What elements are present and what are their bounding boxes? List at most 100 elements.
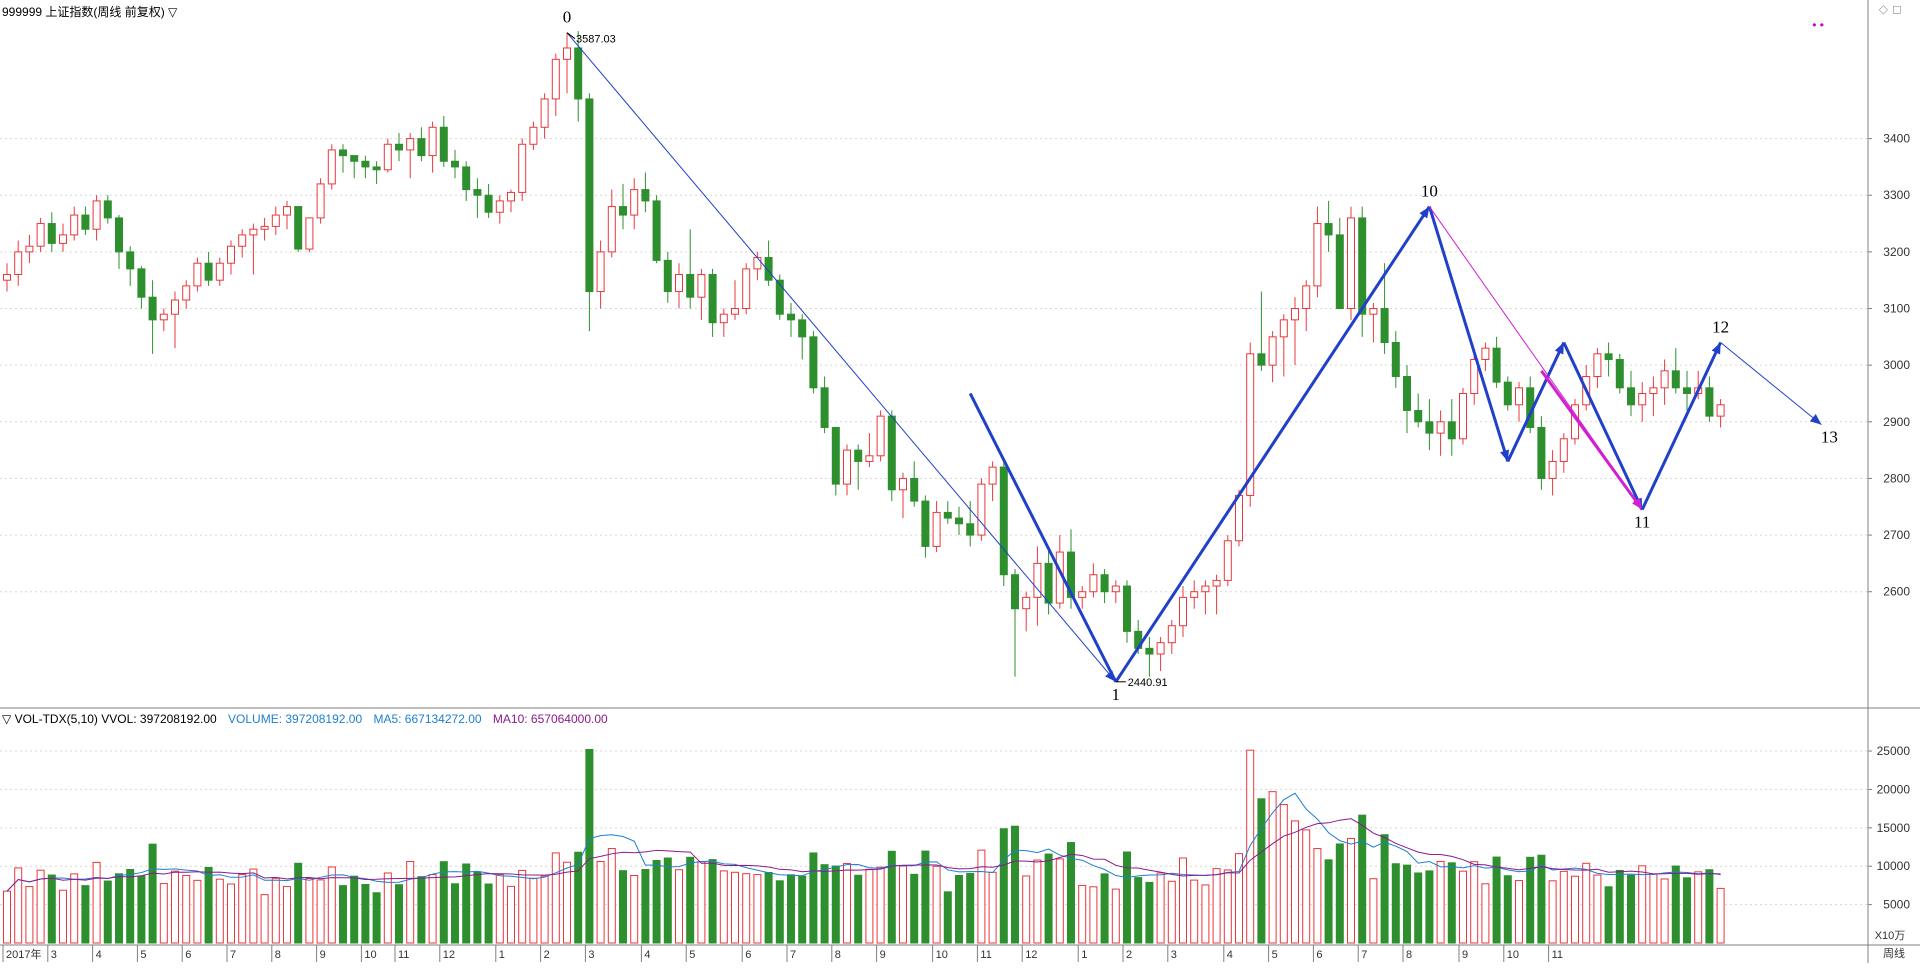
candle-body bbox=[1615, 359, 1624, 389]
volume-bar bbox=[843, 863, 851, 944]
wave-line-10-11-magenta-bold bbox=[1540, 369, 1644, 511]
x-tick-label: 1 bbox=[1081, 949, 1087, 961]
volume-bar bbox=[260, 894, 269, 944]
volume-bar bbox=[1447, 862, 1456, 944]
volume-bar bbox=[775, 880, 784, 944]
candle-body bbox=[305, 217, 314, 250]
window-diamond-icon[interactable]: ◇ bbox=[1878, 2, 1888, 16]
candle-body bbox=[59, 234, 67, 244]
volume-bar bbox=[1559, 870, 1568, 944]
volume-bar bbox=[1167, 880, 1176, 944]
candle-body bbox=[1123, 585, 1131, 632]
volume-bar bbox=[809, 852, 818, 944]
candle-body bbox=[1604, 353, 1613, 360]
volume-bar bbox=[1257, 798, 1266, 944]
candle-body bbox=[1223, 540, 1232, 581]
volume-bar bbox=[1369, 878, 1378, 944]
x-tick-label: 7 bbox=[790, 949, 796, 961]
volume-bar bbox=[1593, 874, 1602, 944]
volume-bar bbox=[1380, 834, 1389, 944]
window-restore-icon[interactable]: ◻ bbox=[1892, 2, 1902, 16]
x-tick-label: 7 bbox=[230, 949, 236, 961]
volume-bar bbox=[641, 869, 650, 944]
candle-body bbox=[428, 126, 437, 157]
volume-bar bbox=[47, 874, 56, 944]
candle-body bbox=[1190, 591, 1199, 598]
candle-body bbox=[1313, 223, 1322, 287]
candle-body bbox=[1548, 460, 1557, 479]
candle-body bbox=[708, 274, 717, 324]
volume-bar bbox=[1313, 848, 1322, 944]
magenta-marker-dots: • • bbox=[1812, 18, 1824, 32]
volume-bar bbox=[753, 874, 762, 944]
candle-body bbox=[1671, 370, 1680, 389]
candle-body bbox=[294, 206, 303, 250]
volume-bar bbox=[25, 886, 34, 944]
candle-body bbox=[81, 214, 90, 230]
high-pointer bbox=[566, 32, 576, 40]
volume-bar bbox=[675, 869, 683, 944]
candle-body bbox=[1212, 579, 1221, 587]
volume-bar bbox=[988, 871, 997, 944]
candle-body bbox=[260, 225, 269, 230]
candle-body bbox=[719, 313, 728, 324]
candle-body bbox=[529, 126, 538, 145]
x-tick-label: 5 bbox=[1272, 949, 1278, 961]
volume-bar bbox=[1582, 862, 1591, 944]
candle-body bbox=[1481, 347, 1490, 360]
candle-body bbox=[1089, 574, 1098, 593]
candle-body bbox=[327, 149, 336, 185]
candle-body bbox=[1716, 404, 1725, 417]
volume-bar bbox=[1279, 804, 1288, 944]
candle-body bbox=[607, 206, 616, 253]
x-tick-label: 10 bbox=[936, 949, 948, 961]
volume-bar bbox=[943, 891, 952, 944]
wave-arrowhead bbox=[1554, 342, 1564, 355]
volume-bar bbox=[798, 875, 807, 944]
volume-bar bbox=[1537, 854, 1546, 944]
candle-body bbox=[1380, 308, 1389, 344]
wave-label: 12 bbox=[1712, 318, 1729, 337]
candle-body bbox=[1470, 359, 1479, 394]
volume-bar bbox=[59, 889, 67, 944]
candle-body bbox=[731, 308, 739, 315]
x-tick-label: 4 bbox=[1227, 949, 1233, 961]
volume-bar bbox=[1694, 871, 1703, 944]
x-tick-label: 1 bbox=[499, 949, 505, 961]
candle-body bbox=[1167, 625, 1176, 644]
candle-body bbox=[563, 47, 571, 60]
volume-bar bbox=[1638, 865, 1647, 944]
volume-bar bbox=[92, 861, 101, 944]
volume-bar bbox=[1649, 873, 1658, 944]
volume-bar bbox=[484, 883, 493, 944]
x-tick-label: 11 bbox=[398, 949, 409, 961]
candle-body bbox=[820, 387, 829, 428]
volume-bar bbox=[171, 870, 179, 944]
candle-body bbox=[697, 274, 706, 298]
candle-body bbox=[1078, 591, 1087, 598]
x-tick-label: 4 bbox=[96, 949, 102, 961]
volume-bar bbox=[1145, 881, 1154, 944]
volume-bar bbox=[227, 883, 235, 944]
volume-bar bbox=[854, 874, 863, 944]
candle-body bbox=[1358, 217, 1367, 315]
candle-body bbox=[92, 200, 101, 230]
volume-bar bbox=[966, 872, 975, 944]
volume-bar bbox=[1022, 875, 1031, 944]
candle-body bbox=[103, 200, 112, 219]
volume-bar bbox=[361, 883, 370, 944]
volume-bar bbox=[1604, 886, 1613, 944]
volume-bar bbox=[1414, 872, 1423, 944]
volume-bar bbox=[1223, 869, 1232, 944]
candle-body bbox=[910, 477, 919, 502]
candle-body bbox=[126, 251, 135, 270]
candle-body bbox=[372, 166, 381, 171]
volume-bar bbox=[1571, 875, 1579, 944]
volume-value: VOLUME: 397208192.00 bbox=[228, 712, 363, 726]
wave-label: 1 bbox=[1112, 685, 1121, 704]
candle-body bbox=[484, 194, 493, 213]
volume-bar bbox=[585, 749, 594, 944]
volume-bar bbox=[283, 886, 291, 944]
